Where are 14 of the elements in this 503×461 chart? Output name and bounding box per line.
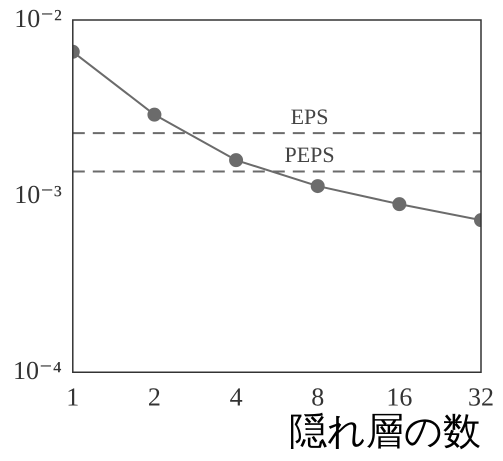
x-tick-label: 4 bbox=[230, 382, 243, 412]
x-tick-label: 1 bbox=[66, 382, 80, 412]
x-axis-title: 隠れ層の数 bbox=[289, 409, 481, 454]
ref-line-label: EPS bbox=[290, 104, 329, 129]
y-tick-label: 10⁻³ bbox=[14, 180, 62, 209]
y-tick-label: 10⁻² bbox=[14, 4, 62, 33]
x-tick-label: 16 bbox=[386, 382, 412, 412]
x-tick-label: 8 bbox=[311, 382, 324, 412]
y-tick-label: 10⁻⁴ bbox=[12, 356, 62, 386]
point bbox=[229, 153, 244, 168]
point bbox=[310, 179, 325, 194]
ref-line-label: PEPS bbox=[284, 142, 335, 168]
x-tick-label: 2 bbox=[148, 382, 161, 412]
x-tick-label: 32 bbox=[468, 382, 494, 412]
